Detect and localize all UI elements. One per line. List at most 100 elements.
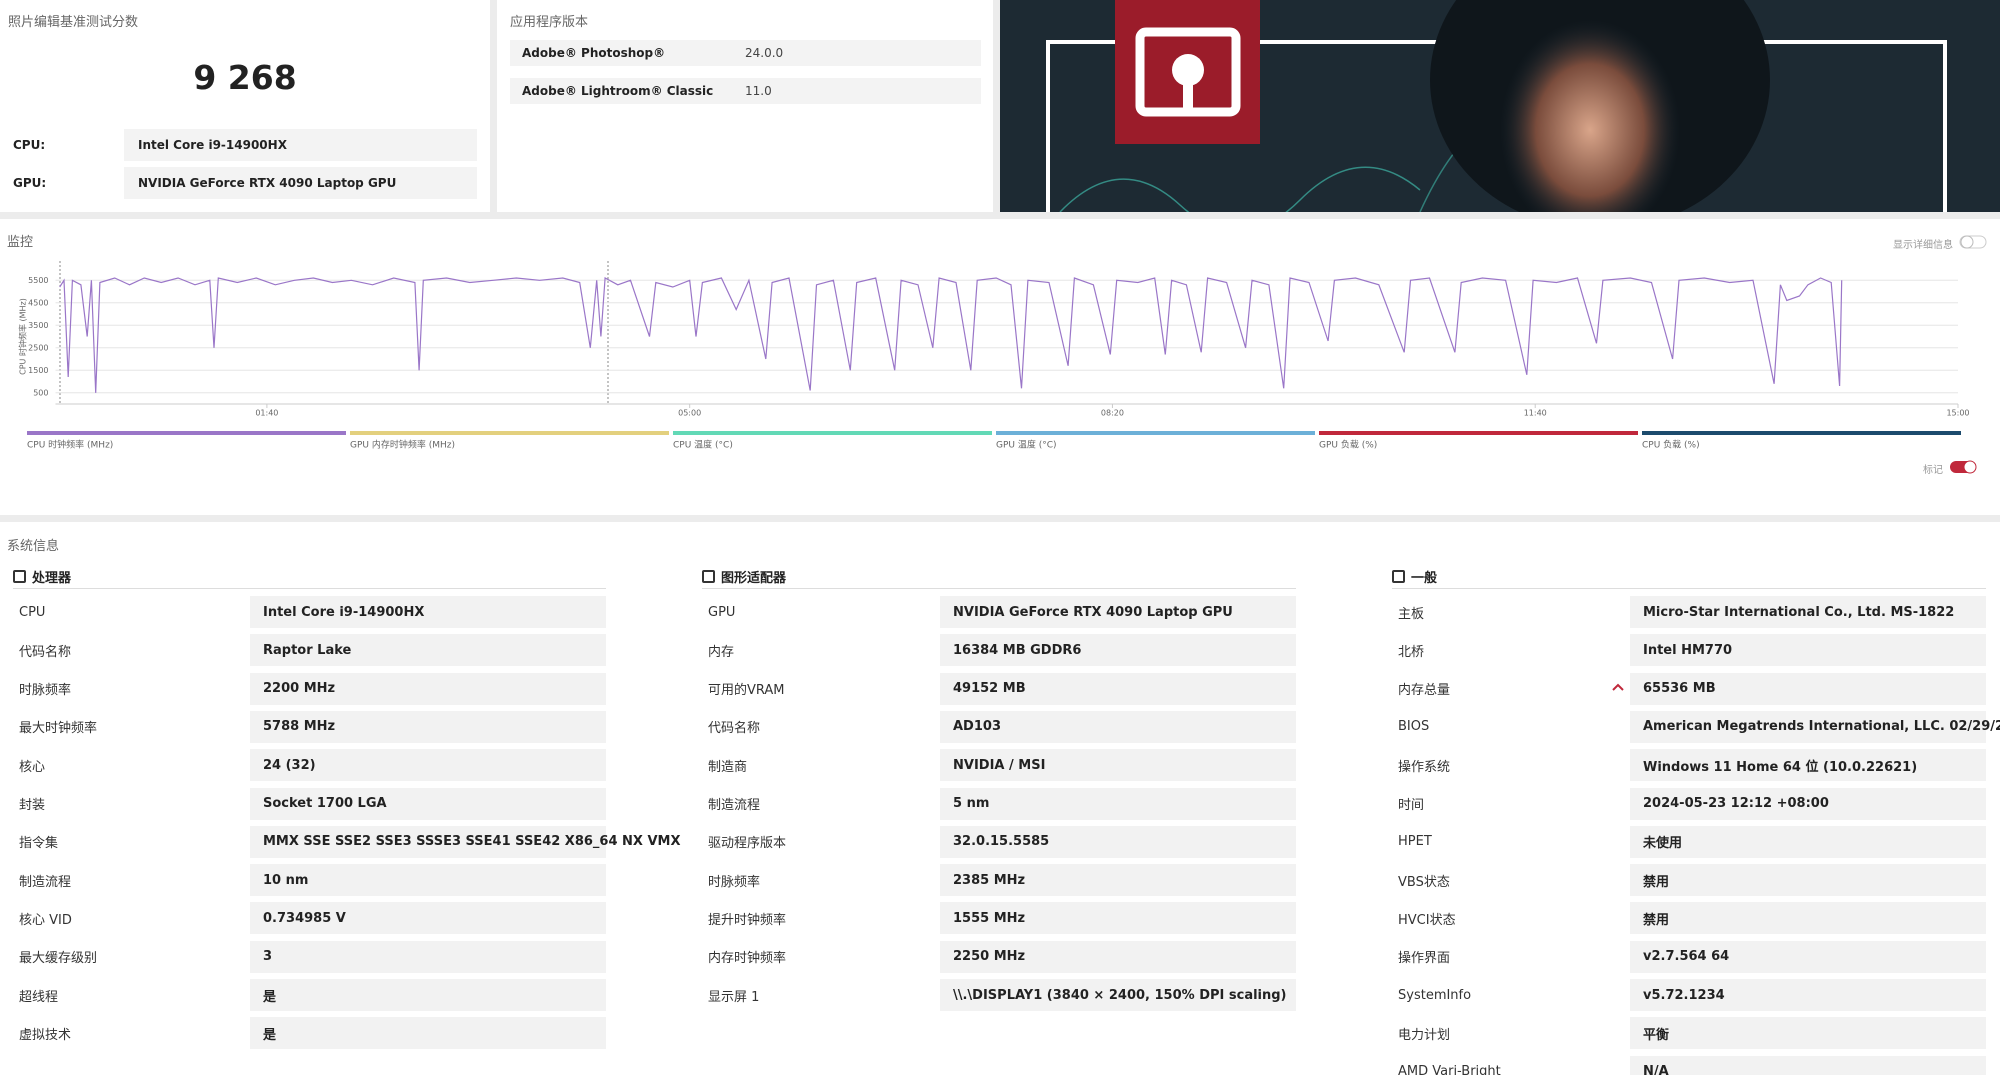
info-value: MMX SSE SSE2 SSE3 SSSE3 SSE41 SSE42 X86_… bbox=[250, 825, 681, 858]
legend-swatch bbox=[350, 431, 669, 435]
info-value: 2385 MHz bbox=[940, 864, 1296, 897]
toggle-label: 显示详细信息 bbox=[1893, 240, 1953, 251]
info-value: N/A bbox=[1630, 1055, 1986, 1075]
y-tick-label: 500 bbox=[33, 388, 48, 397]
info-label: VBS状态 bbox=[1398, 874, 1450, 890]
info-label: HPET bbox=[1398, 834, 1432, 850]
info-label: 驱动程序版本 bbox=[708, 836, 787, 852]
row-label: GPU: bbox=[13, 176, 47, 190]
info-label: 操作界面 bbox=[1398, 951, 1451, 967]
app-row bbox=[510, 78, 981, 104]
section-heading: 处理器 bbox=[32, 571, 72, 586]
section-rule bbox=[1392, 588, 1986, 589]
info-label: 核心 VID bbox=[19, 912, 72, 928]
legend-swatch bbox=[673, 431, 992, 435]
info-label: 封装 bbox=[19, 798, 46, 813]
legend-label: CPU 负载 (%) bbox=[1642, 439, 1700, 451]
info-label: 内存总量 bbox=[1398, 683, 1451, 699]
info-label: 提升时钟频率 bbox=[708, 912, 787, 928]
info-value: 是 bbox=[250, 979, 606, 1011]
legend-swatch bbox=[1642, 431, 1961, 435]
info-label: 显示屏 1 bbox=[708, 989, 760, 1005]
app-row bbox=[510, 40, 981, 66]
expand-icon[interactable] bbox=[1611, 682, 1625, 692]
y-tick-label: 1500 bbox=[28, 366, 48, 375]
info-label: 内存 bbox=[708, 644, 735, 660]
toggle-knob bbox=[1963, 460, 1977, 474]
app-panel bbox=[497, 0, 993, 212]
info-value: Micro-Star International Co., Ltd. MS-18… bbox=[1630, 596, 1986, 628]
info-value: 是 bbox=[250, 1017, 606, 1050]
panel-title: 照片编辑基准测试分数 bbox=[8, 15, 139, 30]
info-value: 49152 MB bbox=[940, 672, 1296, 705]
y-tick-label: 3500 bbox=[28, 321, 48, 330]
legend-label: GPU 负载 (%) bbox=[1319, 439, 1377, 451]
info-value: 5788 MHz bbox=[250, 710, 606, 743]
info-value: 10 nm bbox=[250, 864, 606, 897]
hero-image bbox=[1000, 0, 2000, 212]
info-label: 时脉频率 bbox=[708, 874, 761, 890]
info-value: \\.\DISPLAY1 (3840 × 2400, 150% DPI scal… bbox=[940, 979, 1296, 1011]
info-value: 未使用 bbox=[1630, 825, 1986, 858]
info-label: 虚拟技术 bbox=[19, 1027, 72, 1043]
info-label: 电力计划 bbox=[1398, 1027, 1451, 1043]
info-label: 制造流程 bbox=[708, 798, 761, 813]
info-label: 北桥 bbox=[1398, 644, 1425, 660]
info-value: 65536 MB bbox=[1630, 672, 1986, 705]
monitor-chart: 500 1500 2500 3500 4500 5500 01:40 05:00 08:20 11… bbox=[18, 235, 1987, 474]
legend-label: CPU 时钟频率 (MHz) bbox=[27, 439, 113, 451]
info-value: v2.7.564 64 bbox=[1630, 940, 1986, 973]
legend-label: GPU 内存时钟频率 (MHz) bbox=[350, 439, 455, 451]
info-label: 代码名称 bbox=[708, 721, 761, 737]
section-icon bbox=[13, 570, 26, 583]
info-label: 时间 bbox=[1398, 798, 1425, 813]
info-label: CPU bbox=[19, 604, 46, 620]
legend-swatch bbox=[1319, 431, 1638, 435]
info-value: 16384 MB GDDR6 bbox=[940, 634, 1296, 667]
info-label: 主板 bbox=[1398, 606, 1425, 622]
info-label: 超线程 bbox=[19, 989, 59, 1005]
row-value: Intel Core i9-14900HX bbox=[124, 129, 477, 161]
row-value: NVIDIA GeForce RTX 4090 Laptop GPU bbox=[124, 167, 477, 199]
y-tick-label: 2500 bbox=[28, 343, 48, 352]
app-version: 24.0.0 bbox=[745, 46, 784, 60]
section-rule bbox=[13, 588, 606, 589]
info-label: AMD Vari-Bright bbox=[1398, 1064, 1501, 1075]
info-value: NVIDIA GeForce RTX 4090 Laptop GPU bbox=[940, 596, 1296, 628]
legend-swatch bbox=[996, 431, 1315, 435]
y-tick-label: 5500 bbox=[28, 276, 48, 285]
info-value: American Megatrends International, LLC. … bbox=[1630, 710, 2000, 743]
section-icon bbox=[1392, 570, 1405, 583]
info-label: 最大时钟频率 bbox=[19, 721, 98, 737]
info-label: 可用的VRAM bbox=[708, 683, 785, 699]
x-tick-label: 01:40 bbox=[255, 409, 278, 418]
info-label: 制造商 bbox=[708, 759, 748, 775]
info-label: 核心 bbox=[19, 759, 46, 775]
info-value: Raptor Lake bbox=[250, 634, 606, 667]
panel-title: 应用程序版本 bbox=[510, 15, 589, 30]
monitor-panel bbox=[0, 219, 2000, 515]
info-value: 5 nm bbox=[940, 787, 1296, 820]
legend-label: CPU 温度 (°C) bbox=[673, 439, 733, 451]
info-value: 32.0.15.5585 bbox=[940, 825, 1296, 858]
info-label: BIOS bbox=[1398, 719, 1430, 735]
info-value: 禁用 bbox=[1630, 864, 1986, 897]
x-tick-label: 08:20 bbox=[1101, 409, 1124, 418]
info-label: 代码名称 bbox=[19, 644, 72, 660]
x-tick-label: 05:00 bbox=[678, 409, 701, 418]
legend-label: GPU 温度 (°C) bbox=[996, 439, 1057, 451]
x-tick-label: 15:00 bbox=[1946, 409, 1969, 418]
section-icon bbox=[702, 570, 715, 583]
info-label: 时脉频率 bbox=[19, 683, 72, 699]
info-value: 2200 MHz bbox=[250, 672, 606, 705]
info-value: Socket 1700 LGA bbox=[250, 787, 606, 820]
info-value: NVIDIA / MSI bbox=[940, 749, 1296, 782]
app-version: 11.0 bbox=[745, 84, 772, 98]
y-axis-label: CPU 时钟频率 (MHz) bbox=[18, 298, 28, 375]
info-value: AD103 bbox=[940, 710, 1296, 743]
toggle-knob bbox=[1960, 235, 1974, 249]
info-value: 0.734985 V bbox=[250, 902, 606, 935]
section-heading: 一般 bbox=[1411, 571, 1438, 586]
info-value: 禁用 bbox=[1630, 902, 1986, 935]
